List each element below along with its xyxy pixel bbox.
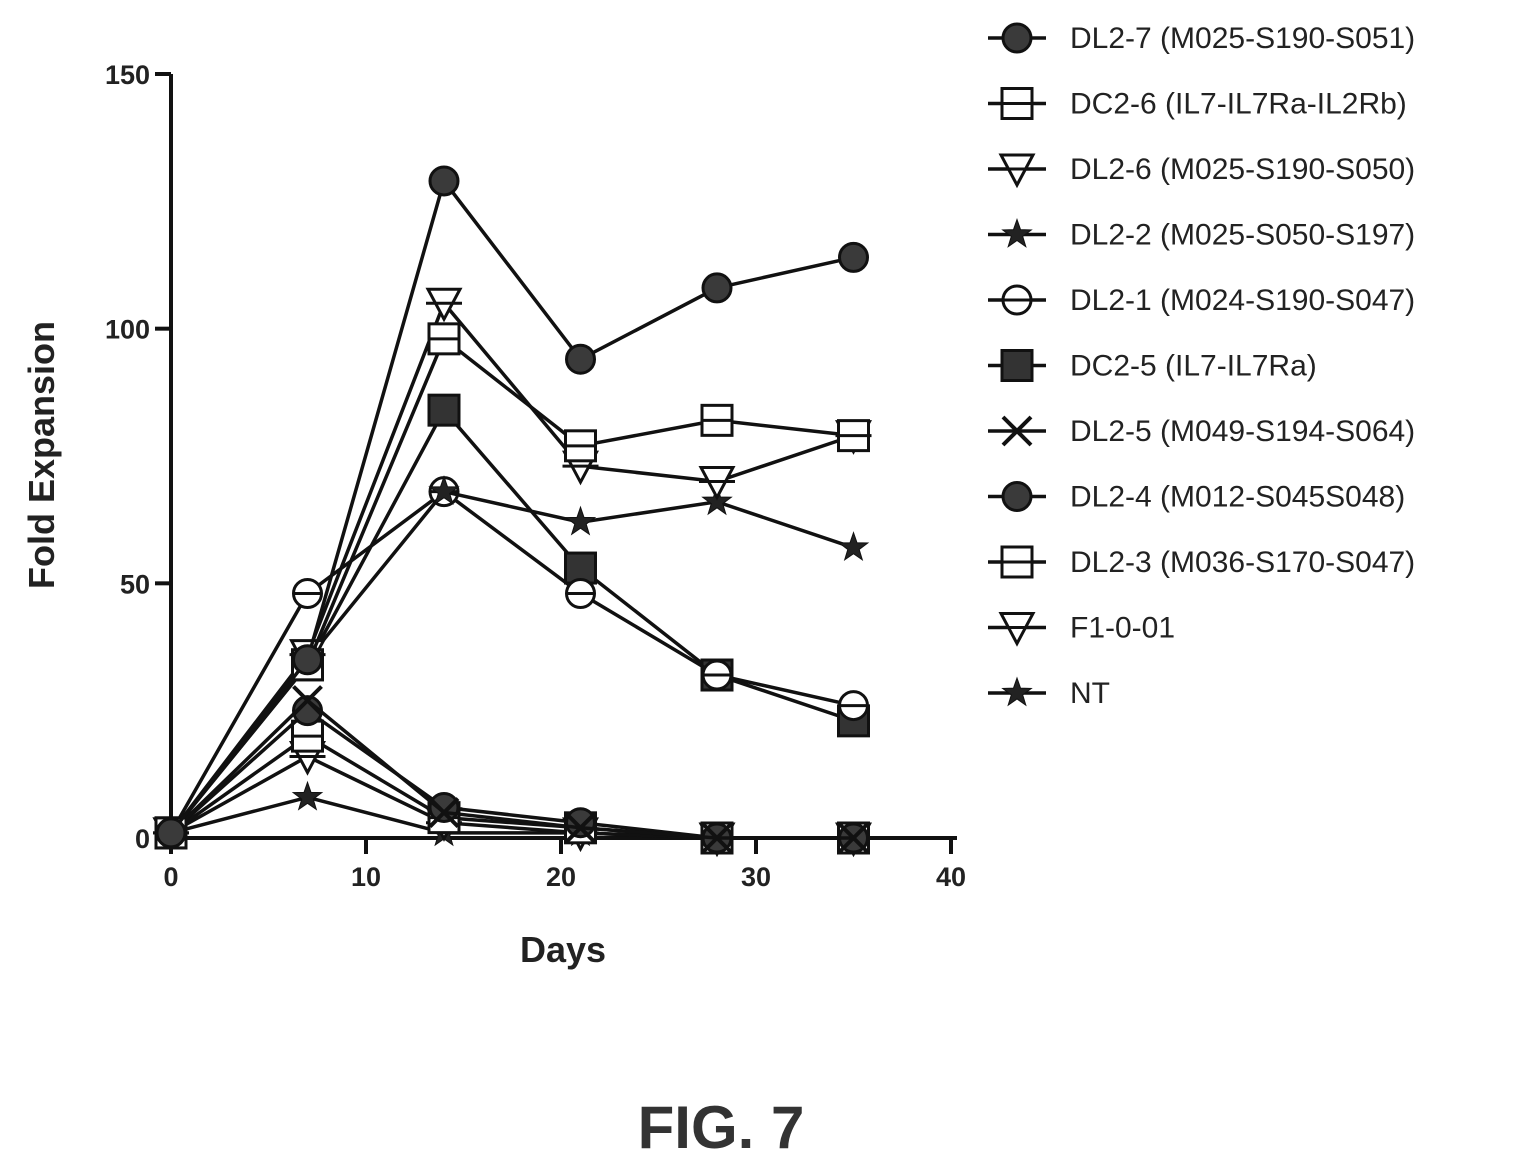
data-point	[838, 822, 869, 854]
data-point	[837, 531, 870, 562]
series-line	[169, 336, 854, 835]
legend-item: NT	[988, 676, 1110, 710]
legend-label: DL2-1 (M024-S190-S047)	[1070, 284, 1415, 317]
data-point	[427, 393, 461, 427]
data-point	[291, 780, 324, 811]
series-4	[155, 475, 870, 847]
legend-label: DL2-6 (M025-S190-S050)	[1070, 153, 1415, 186]
x-tick-label: 0	[163, 862, 178, 892]
series-group	[152, 165, 872, 858]
legend-item: DL2-2 (M025-S050-S197)	[988, 217, 1415, 252]
data-point	[565, 578, 596, 610]
x-tick-label: 20	[546, 862, 576, 892]
data-point	[292, 644, 323, 676]
data-point	[292, 685, 323, 716]
series-5	[155, 476, 869, 849]
ticks: 0 10 20 30 40 0 50 100 150	[105, 60, 966, 892]
legend-item: DC2-6 (IL7-IL7Ra-IL2Rb)	[988, 87, 1407, 121]
series-line	[169, 299, 855, 834]
data-point	[837, 419, 870, 453]
series-line	[169, 698, 854, 840]
data-point	[701, 272, 733, 304]
y-axis-title: Fold Expansion	[21, 321, 62, 589]
data-point	[565, 807, 596, 839]
data-point	[155, 817, 187, 849]
legend-item: DL2-5 (M049-S194-S064)	[988, 415, 1415, 448]
data-point	[564, 429, 597, 463]
legend-marker	[1001, 415, 1033, 447]
legend-label: DL2-7 (M025-S190-S051)	[1070, 22, 1415, 55]
x-tick-label: 10	[351, 862, 381, 892]
legend-item: DL2-1 (M024-S190-S047)	[988, 284, 1415, 317]
data-point	[701, 659, 733, 691]
legend-label: DL2-4 (M012-S045S048)	[1070, 481, 1405, 514]
data-point	[838, 690, 869, 722]
legend-label: F1-0-01	[1070, 612, 1175, 645]
y-tick-label: 0	[135, 824, 150, 854]
data-point	[700, 403, 734, 437]
legend-marker	[1000, 349, 1034, 382]
legend-item: DC2-5 (IL7-IL7Ra)	[988, 349, 1317, 383]
x-tick-label: 30	[741, 862, 771, 892]
data-point	[427, 322, 461, 356]
data-point	[428, 797, 460, 828]
legend-label: DL2-2 (M025-S050-S197)	[1070, 219, 1415, 252]
legend-label: DL2-3 (M036-S170-S047)	[1070, 546, 1415, 579]
legend-label: NT	[1070, 677, 1110, 710]
legend-marker	[1000, 545, 1034, 579]
series-line	[169, 177, 854, 834]
data-point	[428, 475, 460, 506]
legend-marker	[998, 612, 1036, 647]
series-line	[170, 795, 854, 840]
legend-marker	[998, 153, 1036, 189]
series-line	[169, 489, 854, 834]
legend-marker	[1001, 217, 1033, 248]
series-1	[155, 165, 869, 849]
legend-item: DL2-4 (M012-S045S048)	[988, 481, 1405, 514]
y-tick-label: 100	[105, 315, 150, 345]
legend-item: F1-0-01	[988, 612, 1175, 647]
legend-marker	[1001, 676, 1033, 707]
legend: DL2-7 (M025-S190-S051) DC2-6 (IL7-IL7Ra-I…	[988, 22, 1415, 710]
y-tick-label: 150	[105, 60, 150, 90]
legend-marker	[1000, 87, 1034, 120]
data-point	[838, 241, 869, 273]
legend-marker	[1001, 481, 1033, 512]
data-point	[701, 822, 733, 854]
series-line	[170, 754, 854, 840]
legend-label: DL2-5 (M049-S194-S064)	[1070, 415, 1415, 448]
data-point	[428, 791, 460, 823]
data-point	[425, 287, 463, 323]
legend-marker	[1001, 284, 1033, 316]
legend-item: DL2-3 (M036-S170-S047)	[988, 545, 1415, 579]
data-point	[564, 505, 597, 536]
x-tick-label: 40	[936, 862, 966, 892]
data-point	[292, 578, 323, 610]
data-point	[428, 165, 460, 197]
series-3	[152, 287, 872, 853]
x-axis-title: Days	[520, 929, 606, 970]
series-line	[169, 407, 855, 835]
legend-marker	[1001, 22, 1033, 54]
y-tick-label: 50	[120, 569, 150, 599]
legend-item: DL2-6 (M025-S190-S050)	[988, 153, 1415, 189]
series-line	[169, 734, 854, 840]
legend-label: DC2-6 (IL7-IL7Ra-IL2Rb)	[1070, 88, 1407, 121]
legend-label: DC2-5 (IL7-IL7Ra)	[1070, 350, 1317, 383]
data-point	[565, 812, 596, 844]
figure-caption: FIG. 7	[638, 1094, 805, 1161]
data-point	[565, 343, 596, 375]
data-point	[698, 465, 736, 501]
legend-item: DL2-7 (M025-S190-S051)	[988, 22, 1415, 55]
